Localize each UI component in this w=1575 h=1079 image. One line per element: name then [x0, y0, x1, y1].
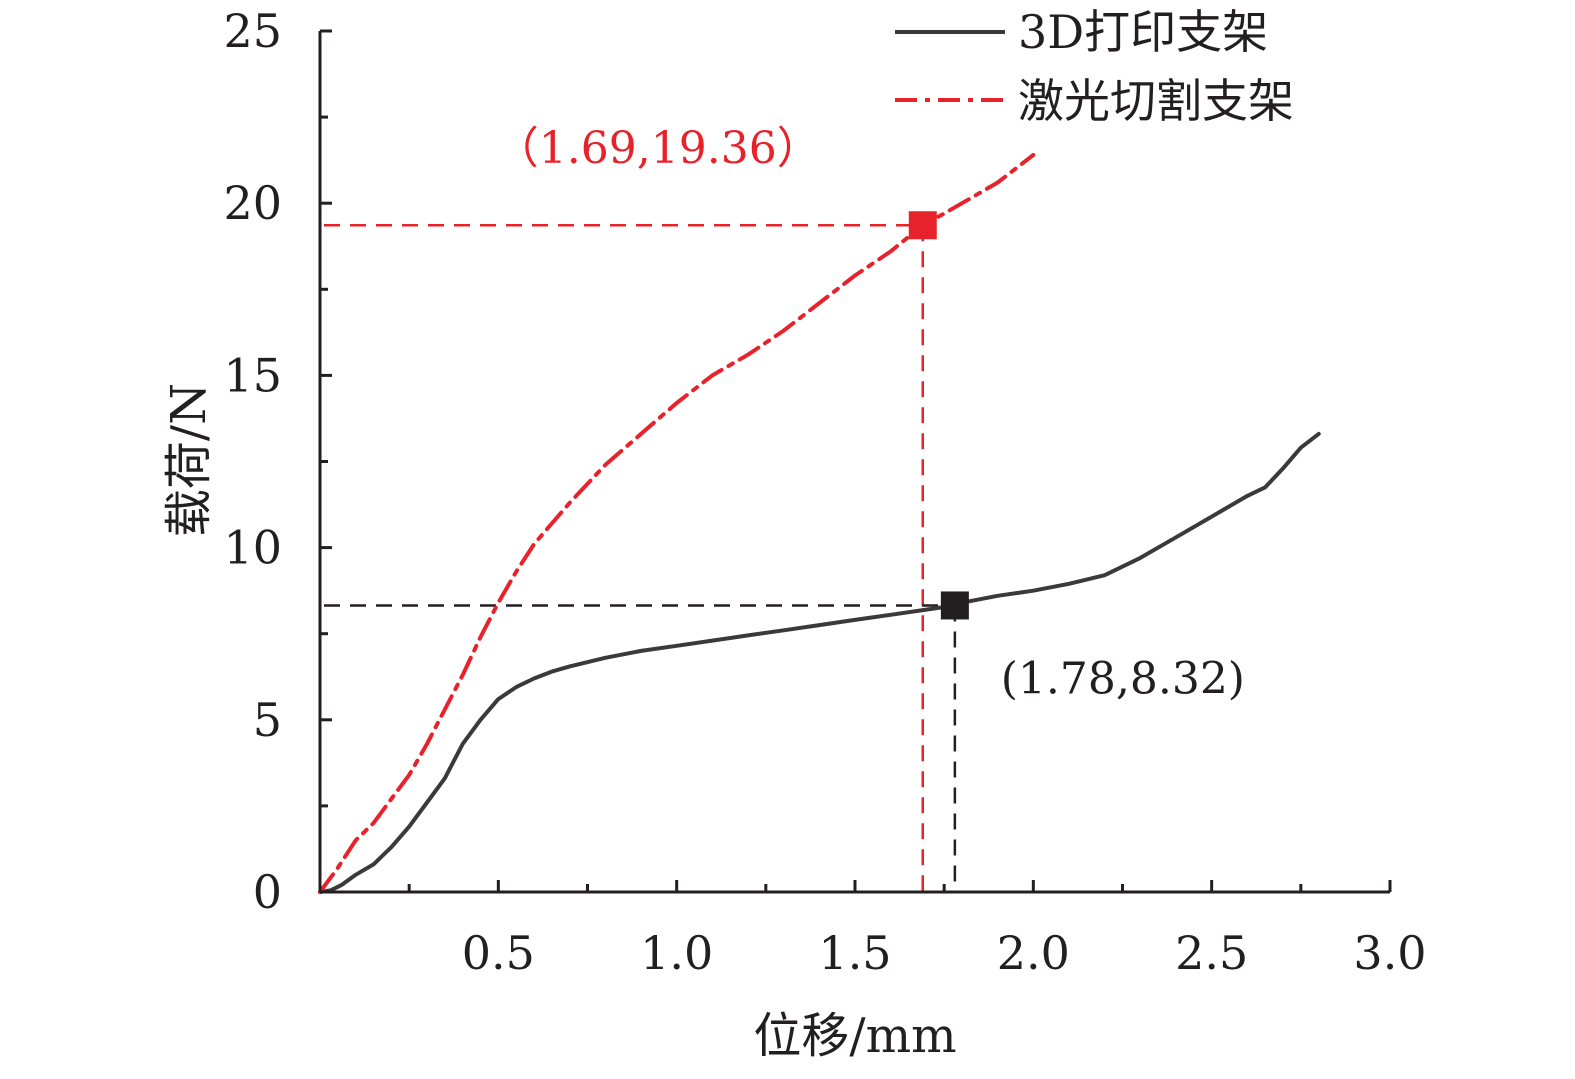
x-tick-label: 2.0	[997, 926, 1070, 980]
marker-3d-printed	[940, 591, 969, 620]
x-tick-label: 0.5	[462, 926, 535, 980]
y-tick-label: 25	[223, 4, 282, 58]
y-tick-label: 5	[253, 693, 282, 747]
marker-laser-cut	[908, 211, 937, 240]
y-axis-title: 载荷/N	[161, 383, 217, 537]
x-tick-label: 2.5	[1175, 926, 1248, 980]
reference-lines	[324, 223, 957, 892]
y-tick-label: 0	[253, 865, 282, 919]
legend-label-3d-printed: 3D打印支架	[1018, 5, 1268, 59]
annotation-label-3d-printed: (1.78,8.32)	[1001, 653, 1245, 704]
x-tick-label: 1.0	[640, 926, 713, 980]
y-tick-label: 10	[223, 521, 282, 575]
series-line-laser-cut	[318, 153, 1036, 894]
axes: 0.5 1.0 1.5 2.0 2.5 3.0 0 5 10 15 20 25	[223, 4, 1426, 980]
annotation-label-laser-cut: （1.69,19.36）	[495, 123, 821, 174]
series-layer	[318, 153, 1321, 894]
x-tick-label: 3.0	[1353, 926, 1426, 980]
y-tick-label: 15	[223, 348, 282, 402]
y-tick-label: 20	[223, 176, 282, 230]
series-line-3d-printed	[318, 431, 1321, 894]
marker-layer: （1.69,19.36） (1.78,8.32)	[495, 123, 1245, 704]
legend-label-laser-cut: 激光切割支架	[1018, 74, 1294, 128]
x-axis-title: 位移/mm	[753, 1008, 956, 1064]
legend: 3D打印支架 激光切割支架	[895, 5, 1294, 128]
x-tick-label: 1.5	[818, 926, 891, 980]
